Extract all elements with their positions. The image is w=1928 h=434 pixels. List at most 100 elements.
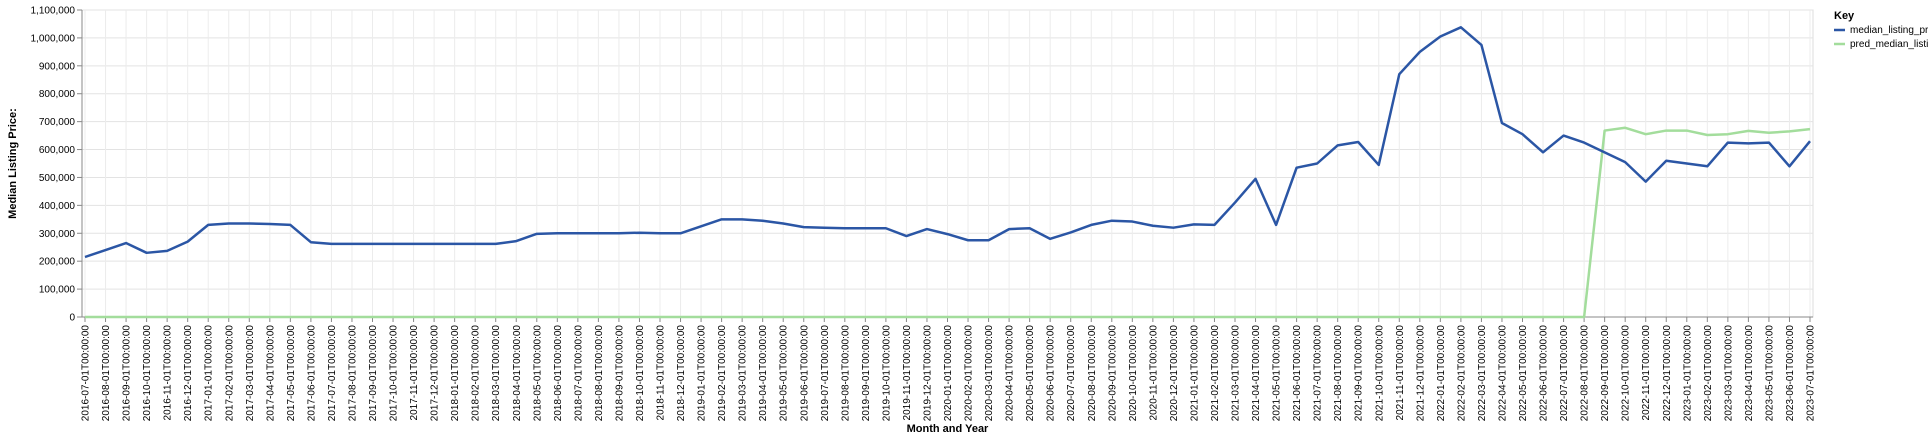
- legend: Key median_listing_pri… pred_median_listi…: [1834, 10, 1928, 50]
- x-tick-label: 2018-05-01T00:00:00: [532, 325, 543, 422]
- x-tick-label: 2020-03-01T00:00:00: [984, 325, 995, 422]
- x-tick-label: 2023-06-01T00:00:00: [1785, 325, 1796, 422]
- y-tick-label: 800,000: [39, 89, 76, 100]
- x-tick-label: 2021-10-01T00:00:00: [1374, 325, 1385, 422]
- x-tick-label: 2020-06-01T00:00:00: [1046, 325, 1057, 422]
- y-tick-label: 500,000: [39, 173, 76, 184]
- x-tick-label: 2021-07-01T00:00:00: [1313, 325, 1324, 422]
- x-tick-label: 2018-06-01T00:00:00: [553, 325, 564, 422]
- x-tick-label: 2018-12-01T00:00:00: [676, 325, 687, 422]
- x-tick-label: 2018-02-01T00:00:00: [471, 325, 482, 422]
- x-tick-label: 2022-07-01T00:00:00: [1559, 325, 1570, 422]
- x-tick-label: 2018-04-01T00:00:00: [512, 325, 523, 422]
- x-tick-label: 2022-06-01T00:00:00: [1539, 325, 1550, 422]
- x-tick-label: 2023-07-01T00:00:00: [1806, 325, 1817, 422]
- x-tick-label: 2019-05-01T00:00:00: [779, 325, 790, 422]
- x-axis: 2016-07-01T00:00:00 2016-08-01T00:00:00 20…: [81, 316, 1817, 422]
- x-tick-label: 2020-08-01T00:00:00: [1087, 325, 1098, 422]
- y-axis-title: Median Listing Price:: [7, 108, 19, 219]
- x-tick-label: 2016-12-01T00:00:00: [183, 325, 194, 422]
- y-tick-label: 0: [69, 313, 75, 324]
- x-tick-label: 2017-10-01T00:00:00: [389, 325, 400, 422]
- x-tick-label: 2017-08-01T00:00:00: [347, 325, 358, 422]
- x-tick-label: 2019-03-01T00:00:00: [738, 325, 749, 422]
- x-tick-label: 2016-07-01T00:00:00: [81, 325, 92, 422]
- x-tick-label: 2016-08-01T00:00:00: [101, 325, 112, 422]
- x-tick-label: 2020-10-01T00:00:00: [1128, 325, 1139, 422]
- legend-label: pred_median_listin…: [1850, 39, 1928, 50]
- x-tick-label: 2019-10-01T00:00:00: [881, 325, 892, 422]
- x-tick-label: 2017-07-01T00:00:00: [327, 325, 338, 422]
- y-tick-label: 300,000: [39, 229, 76, 240]
- x-tick-label: 2023-02-01T00:00:00: [1703, 325, 1714, 422]
- x-tick-label: 2022-03-01T00:00:00: [1477, 325, 1488, 422]
- x-tick-label: 2023-04-01T00:00:00: [1744, 325, 1755, 422]
- x-tick-label: 2018-07-01T00:00:00: [573, 325, 584, 422]
- legend-item: median_listing_pri…: [1834, 25, 1928, 36]
- x-tick-label: 2017-05-01T00:00:00: [286, 325, 297, 422]
- x-tick-label: 2019-02-01T00:00:00: [717, 325, 728, 422]
- legend-label: median_listing_pri…: [1850, 25, 1928, 36]
- x-tick-label: 2020-01-01T00:00:00: [943, 325, 954, 422]
- grid: [81, 9, 1814, 318]
- x-tick-label: 2016-09-01T00:00:00: [122, 325, 133, 422]
- x-tick-label: 2021-05-01T00:00:00: [1272, 325, 1283, 422]
- x-tick-label: 2019-06-01T00:00:00: [799, 325, 810, 422]
- y-tick-label: 1,100,000: [31, 6, 76, 17]
- x-tick-label: 2018-11-01T00:00:00: [656, 325, 667, 421]
- x-tick-label: 2017-12-01T00:00:00: [430, 325, 441, 422]
- y-tick-label: 100,000: [39, 285, 76, 296]
- x-tick-label: 2017-03-01T00:00:00: [245, 325, 256, 422]
- x-tick-label: 2021-06-01T00:00:00: [1292, 325, 1303, 422]
- x-tick-label: 2017-02-01T00:00:00: [224, 325, 235, 422]
- x-tick-label: 2023-01-01T00:00:00: [1682, 325, 1693, 422]
- x-tick-label: 2022-01-01T00:00:00: [1436, 325, 1447, 422]
- y-tick-label: 900,000: [39, 61, 76, 72]
- y-tick-label: 700,000: [39, 117, 76, 128]
- x-tick-label: 2021-03-01T00:00:00: [1231, 325, 1242, 422]
- x-tick-label: 2019-11-01T00:00:00: [902, 325, 913, 421]
- x-tick-label: 2018-01-01T00:00:00: [450, 325, 461, 422]
- x-tick-label: 2020-09-01T00:00:00: [1107, 325, 1118, 422]
- x-tick-label: 2022-12-01T00:00:00: [1662, 325, 1673, 422]
- x-tick-label: 2018-10-01T00:00:00: [635, 325, 646, 422]
- y-tick-label: 200,000: [39, 257, 76, 268]
- x-tick-label: 2022-08-01T00:00:00: [1580, 325, 1591, 422]
- x-tick-label: 2017-11-01T00:00:00: [409, 325, 420, 421]
- series-line-pred-median-listing-price: [85, 126, 1811, 319]
- x-tick-label: 2017-09-01T00:00:00: [368, 325, 379, 422]
- x-tick-label: 2016-11-01T00:00:00: [163, 325, 174, 421]
- x-tick-label: 2020-02-01T00:00:00: [964, 325, 975, 422]
- x-axis-title: Month and Year: [907, 423, 989, 434]
- x-tick-label: 2021-12-01T00:00:00: [1415, 325, 1426, 422]
- legend-title: Key: [1834, 10, 1855, 22]
- x-tick-label: 2017-04-01T00:00:00: [265, 325, 276, 422]
- x-tick-label: 2019-01-01T00:00:00: [697, 325, 708, 422]
- x-tick-label: 2019-07-01T00:00:00: [820, 325, 831, 422]
- x-tick-label: 2020-05-01T00:00:00: [1025, 325, 1036, 422]
- x-tick-label: 2021-01-01T00:00:00: [1189, 325, 1200, 422]
- x-tick-label: 2020-12-01T00:00:00: [1169, 325, 1180, 422]
- y-tick-label: 400,000: [39, 201, 76, 212]
- x-tick-label: 2023-05-01T00:00:00: [1764, 325, 1775, 422]
- x-tick-label: 2018-08-01T00:00:00: [594, 325, 605, 422]
- x-tick-label: 2019-12-01T00:00:00: [922, 325, 933, 422]
- x-tick-label: 2021-08-01T00:00:00: [1333, 325, 1344, 422]
- x-tick-label: 2022-04-01T00:00:00: [1497, 325, 1508, 422]
- x-tick-label: 2023-03-01T00:00:00: [1723, 325, 1734, 422]
- series-lines: [84, 26, 1811, 319]
- x-tick-label: 2020-04-01T00:00:00: [1005, 325, 1016, 422]
- x-tick-label: 2019-04-01T00:00:00: [758, 325, 769, 422]
- x-tick-label: 2020-11-01T00:00:00: [1148, 325, 1159, 421]
- x-tick-label: 2022-11-01T00:00:00: [1641, 325, 1652, 421]
- x-tick-label: 2019-08-01T00:00:00: [840, 325, 851, 422]
- x-tick-label: 2021-11-01T00:00:00: [1395, 325, 1406, 421]
- x-tick-label: 2017-01-01T00:00:00: [204, 325, 215, 422]
- legend-item: pred_median_listin…: [1834, 39, 1928, 50]
- x-tick-label: 2016-10-01T00:00:00: [142, 325, 153, 422]
- x-tick-label: 2019-09-01T00:00:00: [861, 325, 872, 422]
- y-axis: 0 100,000 200,000 300,000 400,000 500,000 600,…: [31, 6, 83, 324]
- series-line-median-listing-price: [84, 26, 1811, 259]
- x-tick-label: 2017-06-01T00:00:00: [306, 325, 317, 422]
